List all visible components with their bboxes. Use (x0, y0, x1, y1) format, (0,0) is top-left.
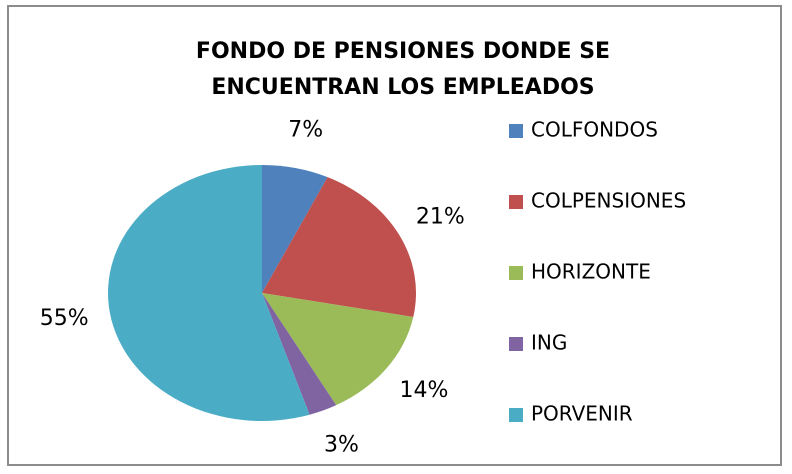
legend-label: ING (531, 331, 567, 355)
legend-swatch (509, 124, 523, 138)
legend-swatch (509, 266, 523, 280)
legend-swatch (509, 195, 523, 209)
legend-label: COLFONDOS (531, 118, 658, 142)
data-label: 7% (288, 118, 323, 143)
data-label: 14% (400, 378, 449, 403)
pie-slice (262, 165, 328, 293)
pie-slice (107, 165, 310, 421)
pie-slice (262, 177, 416, 317)
data-label: 21% (416, 204, 465, 229)
pie-slice (262, 293, 414, 406)
legend-swatch (509, 408, 523, 422)
chart-title: FONDO DE PENSIONES DONDE SE (196, 39, 610, 64)
legend-swatch (509, 337, 523, 351)
chart-title: ENCUENTRAN LOS EMPLEADOS (211, 75, 594, 100)
legend-label: PORVENIR (531, 402, 633, 426)
data-label: 55% (40, 306, 89, 331)
data-label: 3% (324, 433, 359, 458)
pie-slice (262, 293, 337, 415)
legend-label: HORIZONTE (531, 260, 651, 284)
legend-label: COLPENSIONES (531, 189, 686, 213)
